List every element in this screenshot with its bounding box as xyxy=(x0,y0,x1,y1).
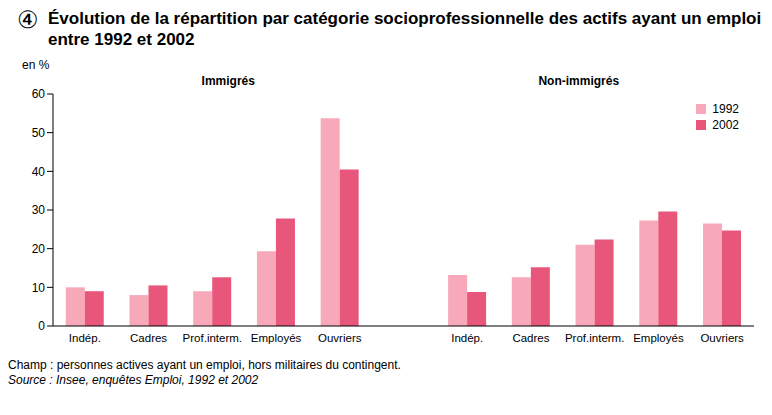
svg-text:0: 0 xyxy=(38,319,45,333)
html-text:1992: 1992 xyxy=(712,102,739,116)
svg-text:Ouvriers: Ouvriers xyxy=(700,332,744,344)
svg-text:Employés: Employés xyxy=(251,332,302,344)
svg-text:Prof.interm.: Prof.interm. xyxy=(565,332,624,344)
html-text:Non-immigrés: Non-immigrés xyxy=(538,74,620,88)
svg-text:20: 20 xyxy=(32,242,46,256)
svg-text:Indép.: Indép. xyxy=(451,332,483,344)
html-text:Champ : personnes actives ayan: Champ : personnes actives ayant un emplo… xyxy=(8,358,401,372)
svg-text:10: 10 xyxy=(32,281,46,295)
svg-text:50: 50 xyxy=(32,126,46,140)
svg-text:60: 60 xyxy=(32,87,46,101)
html-text:Immigrés: Immigrés xyxy=(201,74,255,88)
svg-text:Indép.: Indép. xyxy=(69,332,101,344)
svg-text:Prof.interm.: Prof.interm. xyxy=(183,332,242,344)
svg-text:Employés: Employés xyxy=(633,332,684,344)
html-text:④ Évolution de la répartition: ④ Évolution de la répartition par catégo… xyxy=(17,6,762,49)
svg-text:Cadres: Cadres xyxy=(130,332,167,344)
html-text:2002: 2002 xyxy=(712,118,739,132)
svg-text:Cadres: Cadres xyxy=(512,332,549,344)
html-text:Source : Insee, enquêtes Emplo: Source : Insee, enquêtes Emploi, 1992 et… xyxy=(8,373,259,387)
html-text:en %: en % xyxy=(22,58,50,72)
svg-text:40: 40 xyxy=(32,165,46,179)
svg-text:30: 30 xyxy=(32,203,46,217)
svg-text:Ouvriers: Ouvriers xyxy=(318,332,362,344)
